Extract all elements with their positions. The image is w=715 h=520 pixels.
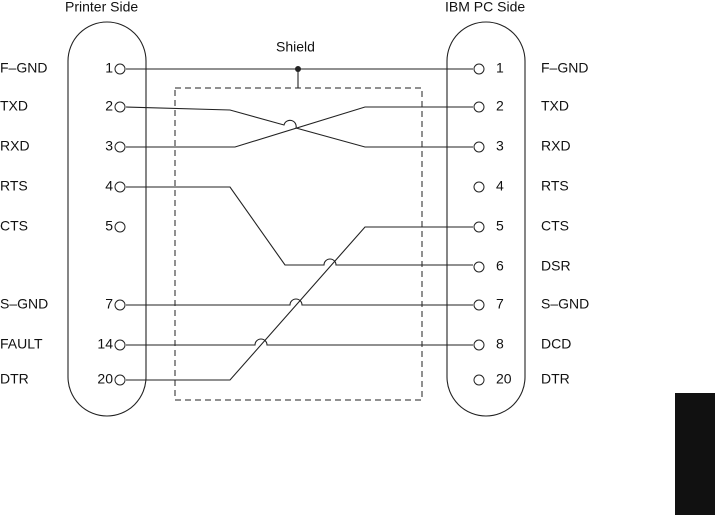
pin-hole: [114, 221, 126, 233]
pin-hole: [114, 299, 126, 311]
right-connector: [446, 21, 526, 417]
right-signal: DTR: [541, 371, 570, 387]
right-pin-number: 6: [496, 258, 504, 274]
left-pin-number: 5: [105, 218, 113, 234]
right-pin-number: 4: [496, 178, 504, 194]
left-signal: CTS: [0, 218, 28, 234]
pin-hole: [114, 63, 126, 75]
left-signal: FAULT: [0, 336, 43, 352]
right-pin-number: 3: [496, 138, 504, 154]
left-title: Printer Side: [65, 0, 138, 15]
left-signal: S–GND: [0, 296, 48, 312]
left-pin-number: 14: [97, 336, 113, 352]
left-pin-number: 2: [105, 98, 113, 114]
pin-hole: [473, 339, 485, 351]
right-signal: S–GND: [541, 296, 589, 312]
pin-hole: [473, 101, 485, 113]
right-pin-number: 5: [496, 218, 504, 234]
pin-hole: [114, 141, 126, 153]
pin-hole: [473, 141, 485, 153]
left-connector: [67, 21, 147, 417]
right-pin-number: 1: [496, 60, 504, 76]
right-pin-number: 2: [496, 98, 504, 114]
right-pin-number: 7: [496, 296, 504, 312]
left-pin-number: 20: [97, 371, 113, 387]
left-pin-number: 3: [105, 138, 113, 154]
side-tab: [675, 393, 715, 515]
left-pin-number: 7: [105, 296, 113, 312]
left-signal: F–GND: [0, 60, 47, 76]
right-signal: CTS: [541, 218, 569, 234]
left-signal: TXD: [0, 98, 28, 114]
right-signal: RXD: [541, 138, 571, 154]
pin-hole: [114, 181, 126, 193]
right-signal: TXD: [541, 98, 569, 114]
pin-hole: [473, 299, 485, 311]
right-signal: F–GND: [541, 60, 588, 76]
left-signal: RXD: [0, 138, 30, 154]
right-signal: DCD: [541, 336, 571, 352]
pin-hole: [473, 261, 485, 273]
pin-hole: [473, 221, 485, 233]
pin-hole: [114, 374, 126, 386]
pin-hole: [473, 63, 485, 75]
pin-hole: [473, 374, 485, 386]
shield-label: Shield: [276, 39, 315, 55]
right-signal: RTS: [541, 178, 569, 194]
right-pin-number: 8: [496, 336, 504, 352]
pin-hole: [114, 339, 126, 351]
left-pin-number: 4: [105, 178, 113, 194]
pin-hole: [473, 181, 485, 193]
right-signal: DSR: [541, 258, 571, 274]
left-pin-number: 1: [105, 60, 113, 76]
wires: [125, 66, 473, 381]
left-signal: RTS: [0, 178, 28, 194]
pin-hole: [114, 101, 126, 113]
left-signal: DTR: [0, 371, 29, 387]
right-title: IBM PC Side: [445, 0, 525, 15]
right-pin-number: 20: [496, 371, 512, 387]
shield-box: [174, 87, 423, 401]
